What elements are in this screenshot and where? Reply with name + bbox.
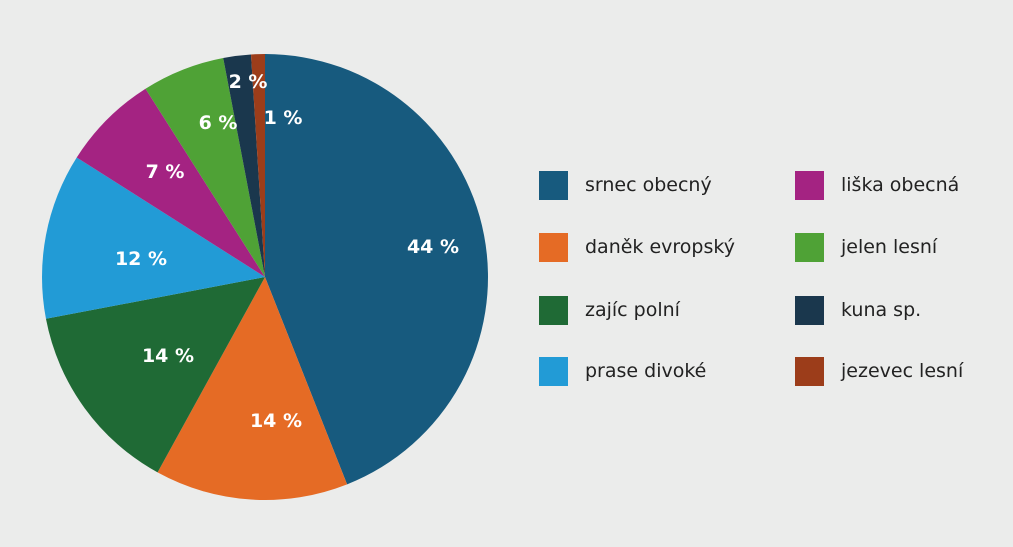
data-label-7: 2 % [229, 71, 268, 93]
legend-swatch [539, 170, 568, 200]
legend-item: zajíc polní [539, 295, 680, 325]
data-label-3: 14 % [142, 345, 194, 367]
legend-item: jelen lesní [795, 232, 937, 262]
data-label-8: 1 % [264, 107, 303, 129]
pie-slice-4 [42, 157, 265, 319]
pie-slice-1 [265, 54, 489, 485]
legend-item: kuna sp. [795, 295, 921, 325]
legend-swatch [795, 295, 824, 325]
legend-label: jezevec lesní [841, 360, 964, 382]
legend-swatch [795, 170, 824, 200]
legend-label: liška obecná [841, 174, 960, 196]
pie-slice-5 [76, 88, 265, 277]
data-label-4: 12 % [115, 248, 167, 270]
legend-swatch [539, 232, 568, 262]
legend-item: daněk evropský [539, 232, 735, 262]
legend-swatch [795, 356, 824, 386]
legend-label: zajíc polní [585, 299, 680, 321]
legend-swatch [539, 356, 568, 386]
legend-item: jezevec lesní [795, 356, 963, 386]
legend-label: kuna sp. [841, 299, 922, 321]
pie-slice-8 [250, 54, 265, 277]
pie-chart: 44 % 14 % 14 % 12 % 7 % 6 % 2 % 1 % [42, 54, 489, 500]
pie-slice-6 [145, 57, 265, 277]
legend-item: liška obecná [795, 170, 959, 200]
data-label-6: 6 % [199, 112, 238, 134]
legend-label: jelen lesní [841, 236, 938, 258]
legend-item: srnec obecný [539, 170, 712, 200]
legend-label: prase divoké [585, 360, 707, 382]
data-label-2: 14 % [250, 410, 302, 432]
pie-slice-7 [223, 54, 265, 278]
legend-label: daněk evropský [585, 236, 735, 258]
pie-slice-3 [45, 277, 265, 473]
data-label-5: 7 % [146, 161, 185, 183]
pie-slice-2 [157, 277, 348, 500]
legend-label: srnec obecný [585, 174, 712, 196]
legend-swatch [539, 295, 568, 325]
data-label-1: 44 % [407, 236, 459, 258]
legend-item: prase divoké [539, 356, 706, 386]
legend-swatch [795, 232, 824, 262]
